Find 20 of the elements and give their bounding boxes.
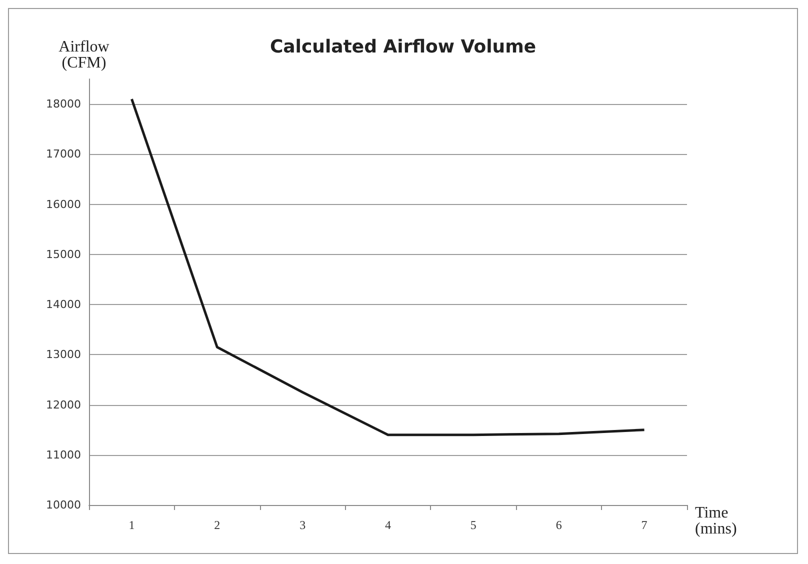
x-axis-title: Time (mins) (695, 504, 737, 538)
y-axis-title: Airflow (CFM) (58, 38, 110, 72)
x-tick-label: 1 (128, 518, 135, 532)
chart-title: Calculated Airflow Volume (270, 36, 536, 58)
y-tick-label: 18000 (46, 98, 81, 111)
y-tick-label: 11000 (46, 448, 81, 462)
x-tick-label: 3 (300, 518, 306, 532)
y-tick-label: 16000 (46, 198, 81, 211)
x-tick-label: 6 (556, 518, 562, 532)
x-tick-label: 5 (470, 518, 476, 532)
line-series (130, 98, 646, 436)
y-tick-label: 14000 (46, 298, 81, 312)
y-tick-label: 17000 (46, 148, 81, 161)
y-tick-label: 13000 (46, 348, 81, 362)
x-tick-label: 2 (214, 518, 220, 532)
x-tick-label: 7 (641, 518, 648, 532)
y-tick-label: 10000 (46, 498, 81, 512)
x-tick-label: 4 (385, 518, 391, 532)
y-tick-label: 12000 (46, 398, 81, 412)
y-tick-label: 15000 (46, 248, 81, 261)
